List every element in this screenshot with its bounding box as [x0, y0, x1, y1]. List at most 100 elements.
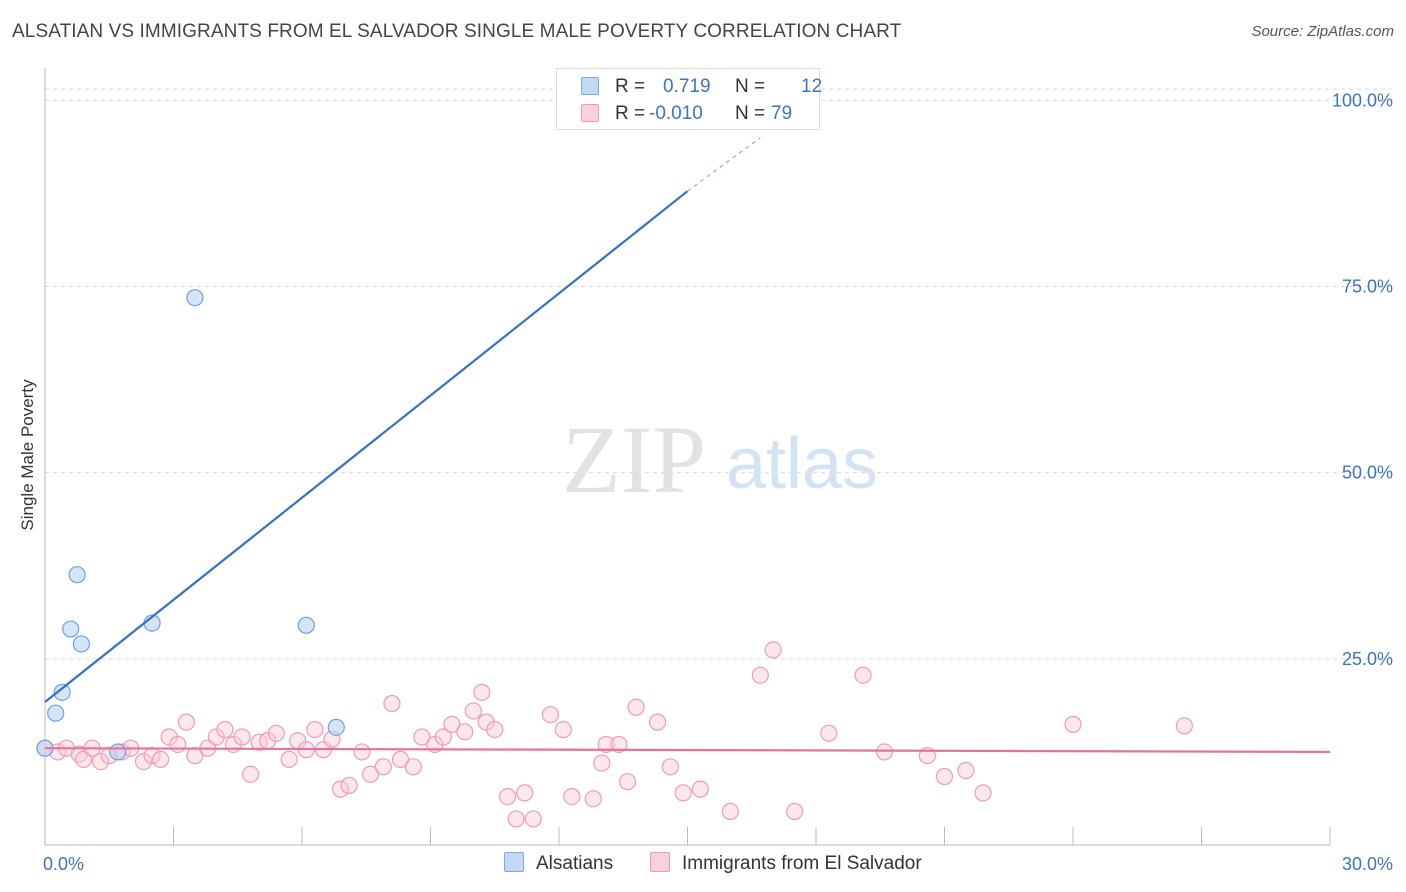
watermark: ZIP atlas [562, 406, 878, 513]
immigrants-point [267, 724, 285, 742]
alsatians-trend-line [44, 190, 689, 703]
immigrants-point [413, 728, 431, 746]
immigrants-point [516, 784, 534, 802]
alsatians-point [297, 616, 315, 634]
y-tick-label: 50.0% [1342, 463, 1393, 483]
legend-r-label: R = [615, 103, 646, 124]
bottom-legend-alsatians: Alsatians [504, 852, 613, 875]
immigrants-point [593, 754, 611, 772]
immigrants-point [340, 776, 358, 795]
immigrants-point [169, 735, 187, 754]
immigrants-point [764, 641, 782, 659]
alsatians-point [72, 635, 91, 653]
immigrants-point [391, 750, 410, 768]
legend-swatch-immigrants [581, 104, 599, 122]
alsatians-point [327, 718, 345, 736]
legend-n-value: 12 [801, 76, 823, 97]
x-tick-label-max: 30.0% [1342, 854, 1393, 874]
immigrants-point [627, 698, 645, 716]
immigrants-point [875, 743, 894, 761]
immigrants-point [957, 761, 975, 780]
immigrants-point [584, 790, 602, 808]
immigrants-point [280, 750, 298, 768]
alsatians-point [62, 620, 80, 638]
legend-r-value: 0.719 [663, 76, 711, 97]
bottom-legend-immigrants: Immigrants from El Salvador [650, 852, 922, 875]
x-tick-label-min: 0.0% [43, 854, 84, 874]
immigrants-trend-line [44, 747, 1331, 754]
immigrants-point [785, 802, 804, 821]
legend-n-label: N = [735, 103, 766, 124]
bottom-legend-label-immigrants: Immigrants from El Salvador [682, 853, 922, 874]
y-tick-label: 25.0% [1342, 649, 1393, 669]
legend-r-label: R = [615, 76, 646, 97]
legend-n-value: 79 [771, 103, 793, 124]
immigrants-point [434, 728, 452, 746]
alsatians-point [53, 683, 71, 701]
watermark-zip: ZIP [562, 406, 706, 513]
alsatians-point [47, 704, 65, 722]
immigrants-point [554, 720, 572, 739]
alsatians-trend-extension [687, 136, 761, 192]
bottom-legend-label-alsatians: Alsatians [536, 853, 614, 874]
alsatians-point [109, 743, 127, 761]
immigrants-point [935, 767, 954, 786]
immigrants-point [721, 802, 739, 821]
immigrants-point [597, 735, 615, 754]
immigrants-point [486, 720, 504, 739]
alsatians-point [68, 566, 86, 584]
immigrants-point [524, 810, 542, 828]
bottom-legend-swatch-immigrants [650, 852, 670, 872]
y-tick-label: 100.0% [1332, 90, 1393, 110]
immigrants-point [610, 735, 628, 754]
immigrants-point [353, 743, 371, 761]
immigrants-point [374, 758, 392, 776]
immigrants-point [383, 694, 401, 713]
immigrants-point [361, 765, 380, 783]
immigrants-point [618, 773, 637, 791]
immigrants-point [854, 666, 872, 684]
immigrants-point [507, 810, 525, 828]
watermark-atlas: atlas [726, 424, 878, 504]
correlation-legend: R = 0.719 N = 12 R = -0.010 N = 79 [556, 68, 823, 130]
chart-title: ALSATIAN VS IMMIGRANTS FROM EL SALVADOR … [12, 21, 902, 42]
immigrants-point [674, 784, 692, 802]
immigrants-point [134, 752, 153, 771]
immigrants-point [473, 683, 491, 701]
immigrants-point [92, 752, 110, 771]
axes [44, 68, 1331, 846]
axis-labels: 25.0% 50.0% 75.0% 100.0% 0.0% 30.0% [43, 90, 1393, 874]
bottom-legend-swatch-alsatians [504, 852, 524, 872]
immigrants-point [1175, 717, 1193, 735]
y-axis-label: Single Male Poverty [18, 379, 37, 531]
immigrants-points [36, 641, 1193, 828]
immigrants-point [456, 723, 474, 741]
immigrants-point [541, 706, 560, 724]
immigrants-point [250, 733, 268, 751]
legend-swatch-alsatians [581, 77, 599, 95]
immigrants-point [242, 765, 260, 783]
alsatians-point [186, 289, 204, 307]
immigrants-point [404, 758, 422, 776]
immigrants-point [661, 758, 679, 776]
grid-lines [45, 88, 1392, 660]
immigrants-point [233, 728, 251, 746]
y-tick-label: 75.0% [1342, 277, 1393, 297]
immigrants-point [443, 715, 461, 733]
immigrants-point [691, 780, 709, 798]
immigrants-point [177, 713, 195, 731]
immigrants-point [563, 787, 581, 806]
immigrants-point [648, 713, 667, 731]
immigrants-point [152, 750, 170, 768]
legend-n-label: N = [735, 76, 766, 97]
immigrants-point [974, 784, 992, 802]
source-label: Source: ZipAtlas.com [1251, 23, 1394, 40]
trend-lines [44, 136, 1331, 754]
immigrants-point [1064, 715, 1082, 733]
immigrants-point [820, 724, 838, 742]
immigrants-point [499, 787, 517, 806]
immigrants-point [464, 702, 482, 720]
immigrants-point [216, 720, 234, 739]
immigrants-point [751, 666, 769, 684]
